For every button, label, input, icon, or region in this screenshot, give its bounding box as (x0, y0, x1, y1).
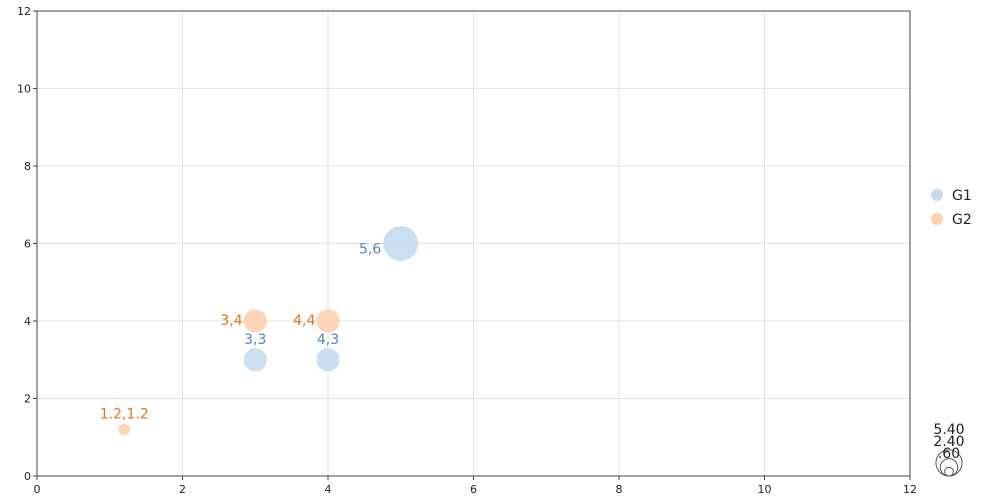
bubble-label: 3,4 (220, 313, 242, 329)
bubble-point (243, 309, 267, 333)
x-tick-label: 4 (325, 483, 332, 496)
x-tick-label: 10 (758, 483, 772, 496)
y-tick-label: 10 (17, 83, 31, 96)
bubble-point (316, 309, 340, 333)
legend-label: G2 (952, 212, 972, 228)
size-legend-label: 2.40 (933, 434, 964, 450)
x-tick-label: 6 (470, 483, 477, 496)
bubble-point (383, 226, 419, 261)
y-tick-label: 8 (24, 160, 31, 173)
y-tick-label: 4 (24, 315, 31, 328)
x-tick-label: 2 (179, 483, 186, 496)
bubble-label: 1.2,1.2 (100, 407, 149, 423)
legend-marker (931, 189, 943, 201)
legend-marker (931, 213, 943, 225)
size-legend-circle (944, 466, 954, 477)
y-tick-label: 12 (17, 5, 31, 18)
x-tick-label: 0 (34, 483, 41, 496)
legend-label: G1 (952, 188, 972, 204)
y-tick-label: 6 (24, 238, 31, 251)
x-tick-label: 8 (616, 483, 623, 496)
bubble-point (118, 423, 131, 436)
bubble-point (243, 348, 267, 372)
x-tick-label: 12 (903, 483, 917, 496)
bubble-label: 4,4 (293, 313, 315, 329)
bubble-label: 5,6 (359, 242, 381, 258)
size-legend-label: .60 (938, 446, 960, 462)
bubble-point (316, 348, 340, 372)
y-tick-label: 0 (24, 470, 31, 483)
y-tick-label: 2 (24, 393, 31, 406)
size-legend-label: 5.40 (933, 422, 964, 438)
bubble-label: 4,3 (317, 332, 339, 348)
bubble-label: 3,3 (244, 332, 266, 348)
